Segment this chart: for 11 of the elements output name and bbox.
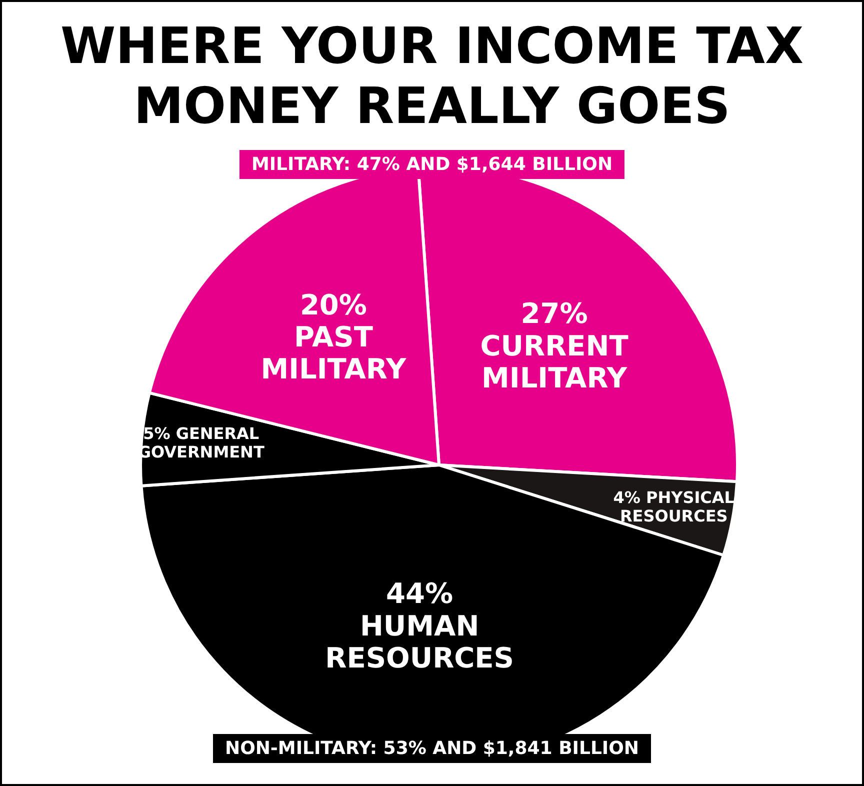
data-label: 20%	[300, 288, 367, 322]
text: MILITARY: 47% AND $1,644 BILLION	[239, 150, 625, 179]
chart-title: WHERE YOUR INCOME TAX MONEY REALLY GOES	[59, 16, 805, 136]
text: NON-MILITARY: 53% AND $1,841 BILLION	[213, 734, 651, 763]
data-label: 27%	[520, 297, 588, 330]
data-label: 44%	[386, 577, 454, 610]
slice-label: CURRENT MILITARY	[480, 329, 628, 395]
slice-label: 5% GENERAL GOVERNMENT	[138, 424, 264, 462]
slice-label: 4% PHYSICAL RESOURCES	[613, 488, 734, 526]
slice-label: PAST MILITARY	[260, 320, 407, 386]
slice-label: HUMAN RESOURCES	[325, 609, 514, 674]
